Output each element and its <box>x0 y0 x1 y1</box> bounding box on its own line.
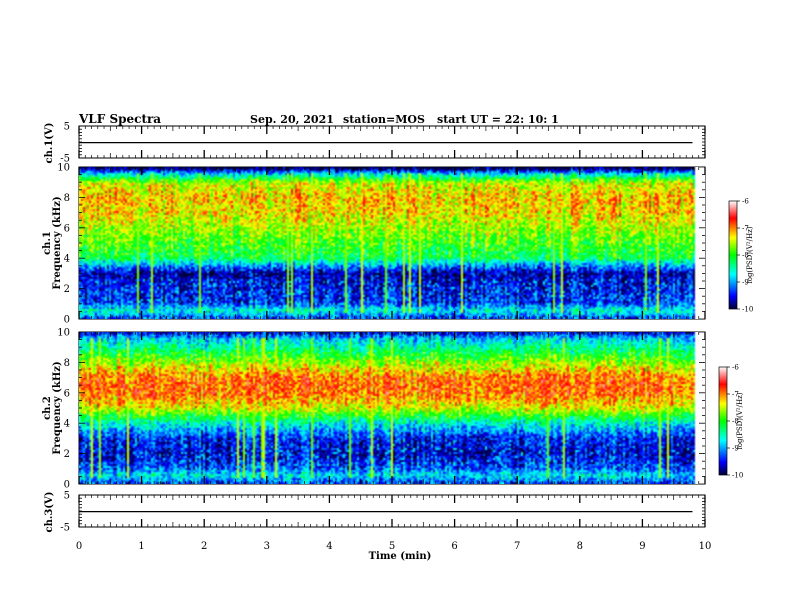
colorbar-tick-label: -10 <box>732 472 743 480</box>
figure-title: VLF Spectra <box>78 112 161 126</box>
x-tick-label: 3 <box>264 541 270 552</box>
ch2-spectrogram-ylabel: Frequency (kHz) <box>52 361 63 454</box>
x-tick-label: 4 <box>326 541 332 552</box>
ch2-spectrogram-channel-label: ch.2 <box>42 396 53 420</box>
ch1-colorbar: -6 -7 -8 -9 -10 log(PSD)(V²/Hz) <box>728 198 754 314</box>
ch1-spectrogram-image <box>79 167 705 319</box>
ch1-spectrogram-ylabel: Frequency (kHz) <box>52 196 63 289</box>
y-tick-label-ch1-spectrogram: 6 <box>64 223 70 234</box>
y-tick-label-ch1-waveform: 5 <box>64 122 70 133</box>
y-tick-label-ch2-spectrogram: 10 <box>57 328 70 339</box>
ch2-spectrogram-panel <box>79 332 705 484</box>
colorbar-tick-label: -9 <box>732 445 739 453</box>
x-tick-label: 2 <box>201 541 207 552</box>
ch1-colorbar-ticks: -6 -7 -8 -9 -10 <box>737 198 753 314</box>
ch3-waveform-ylabel: ch.3(V) <box>44 491 55 532</box>
date-label: Sep. 20, 2021 <box>250 113 334 126</box>
ch2-colorbar-label: log(PSD)(V²/Hz) <box>736 392 744 449</box>
y-tick-label-ch1-spectrogram: 8 <box>64 193 70 204</box>
axis-ticks <box>78 125 706 528</box>
x-axis-label: Time (min) <box>369 551 432 562</box>
ch2-colorbar-ticks: -6 -7 -8 -9 -10 <box>727 364 743 480</box>
colorbar-tick-label: -6 <box>732 364 739 372</box>
station-label: station=MOS <box>343 113 425 126</box>
y-tick-label-ch2-spectrogram: 8 <box>64 358 70 369</box>
x-tick-label: 7 <box>514 541 520 552</box>
y-tick-label-ch1-spectrogram: 0 <box>64 315 70 326</box>
y-tick-label-ch2-spectrogram: 2 <box>64 449 70 460</box>
start-time-label: start UT = 22: 10: 1 <box>437 113 559 126</box>
ch1-spectrogram-panel <box>79 167 705 319</box>
x-tick-label: 1 <box>138 541 144 552</box>
x-tick-label: 9 <box>639 541 645 552</box>
y-tick-label-ch2-spectrogram: 0 <box>64 480 70 491</box>
x-tick-label: 10 <box>699 541 712 552</box>
x-tick-labels: 0 1 2 3 4 5 6 7 8 9 10 <box>76 541 712 552</box>
y-tick-label-ch2-spectrogram: 6 <box>64 388 70 399</box>
y-tick-label-ch2-spectrogram: 4 <box>64 419 70 430</box>
ch2-colorbar-gradient <box>718 366 728 476</box>
x-tick-label: 6 <box>451 541 457 552</box>
colorbar-tick-label: -6 <box>742 198 749 206</box>
ch1-waveform-ylabel: ch.1(V) <box>44 122 55 163</box>
colorbar-tick-label: -8 <box>732 418 739 426</box>
colorbar-tick-label: -9 <box>742 279 749 287</box>
y-tick-label-ch3-waveform: 5 <box>64 491 70 502</box>
ch2-colorbar: -6 -7 -8 -9 -10 log(PSD)(V²/Hz) <box>718 364 744 480</box>
x-tick-label: 8 <box>577 541 583 552</box>
y-tick-label-ch1-waveform: -5 <box>60 154 70 165</box>
ch1-colorbar-label: log(PSD)(V²/Hz) <box>746 226 754 283</box>
colorbar-tick-label: -10 <box>742 306 753 314</box>
colorbar-tick-label: -8 <box>742 252 749 260</box>
ch1-colorbar-gradient <box>728 200 738 310</box>
colorbar-tick-label: -7 <box>742 225 749 233</box>
x-tick-label: 0 <box>76 541 82 552</box>
y-tick-labels: 5 -5 0 2 4 6 8 10 0 2 4 6 8 10 5 -5 <box>57 122 70 534</box>
y-tick-label-ch1-spectrogram: 2 <box>64 284 70 295</box>
colorbar-tick-label: -7 <box>732 391 739 399</box>
x-tick-label: 5 <box>389 541 395 552</box>
ch2-spectrogram-image <box>79 332 705 484</box>
y-tick-label-ch1-spectrogram: 10 <box>57 163 70 174</box>
ch1-spectrogram-channel-label: ch.1 <box>42 231 53 255</box>
y-tick-label-ch3-waveform: -5 <box>60 523 70 534</box>
y-tick-label-ch1-spectrogram: 4 <box>64 254 70 265</box>
